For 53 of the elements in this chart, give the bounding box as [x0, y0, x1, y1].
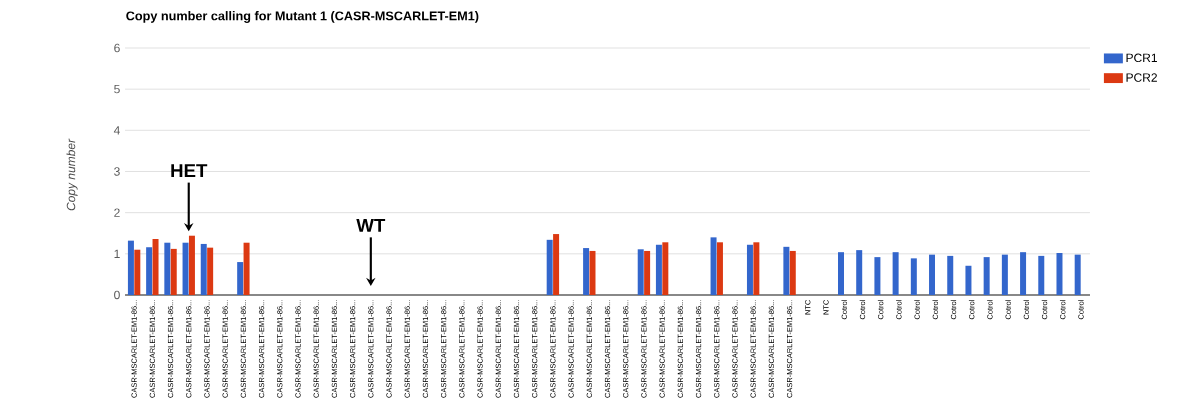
y-tick-label: 6	[114, 43, 120, 53]
bar	[983, 257, 990, 295]
bar	[546, 239, 553, 295]
bar	[746, 244, 753, 295]
y-tick-label: 0	[114, 290, 120, 300]
y-tick-label: 1	[114, 249, 120, 258]
bar	[553, 234, 560, 295]
bar	[637, 249, 644, 295]
bar	[716, 242, 723, 295]
bar	[1038, 255, 1045, 295]
bar	[1056, 253, 1063, 295]
bar	[1020, 252, 1027, 295]
y-tick-label: 5	[114, 84, 120, 94]
bar	[152, 239, 159, 295]
bar	[929, 254, 936, 295]
bar	[1074, 254, 1081, 295]
bar	[188, 235, 195, 295]
bar	[655, 244, 662, 295]
annotation: HET	[171, 164, 208, 178]
y-tick-label: 3	[114, 167, 120, 176]
bar	[182, 242, 189, 295]
bar	[237, 262, 244, 295]
bar	[947, 255, 954, 295]
bar	[753, 242, 760, 295]
bar	[589, 250, 596, 295]
bar	[783, 246, 790, 295]
legend-label: PCR1	[1126, 53, 1157, 63]
bar	[127, 240, 134, 295]
annotation: WT	[356, 218, 386, 232]
bar	[583, 248, 590, 295]
y-tick-label: 4	[113, 126, 120, 135]
bar	[164, 242, 171, 295]
bar	[662, 242, 669, 295]
bar	[874, 257, 881, 295]
bar	[644, 250, 651, 295]
bar	[134, 249, 141, 295]
bar	[892, 252, 899, 295]
bar	[965, 265, 972, 295]
bar	[710, 237, 717, 295]
bar	[243, 242, 250, 295]
bar	[207, 247, 214, 295]
bar	[170, 248, 177, 295]
legend-label: PCR2	[1126, 73, 1157, 82]
bar	[910, 258, 917, 295]
bar	[1001, 254, 1008, 295]
bar	[837, 252, 844, 295]
bar	[200, 243, 207, 295]
bar	[856, 250, 863, 295]
y-axis-title: Copy number	[66, 138, 78, 211]
chart-title: Copy number calling for Mutant 1 (CASR-MSCARLET-EM1)	[126, 11, 479, 23]
bar	[789, 250, 796, 295]
bar	[146, 247, 153, 295]
y-tick-label: 2	[114, 208, 120, 217]
